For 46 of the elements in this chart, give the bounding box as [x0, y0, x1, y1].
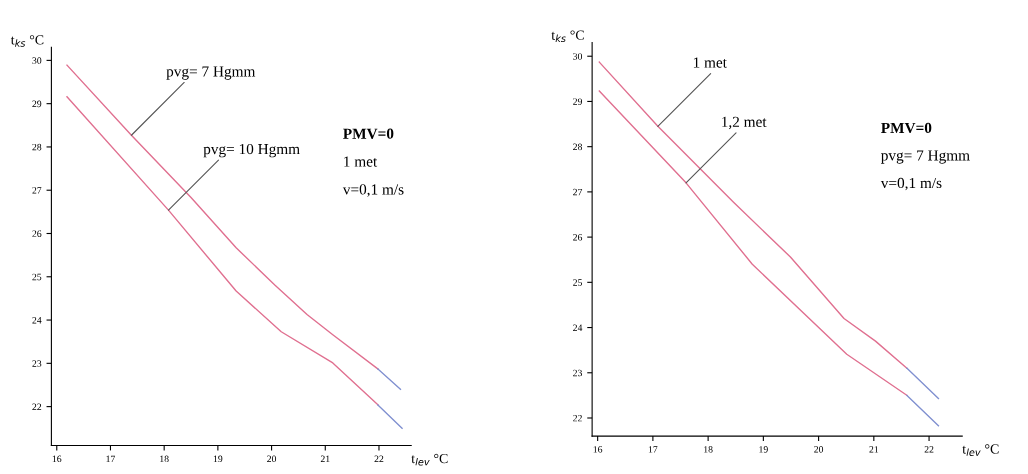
y-tick-label: 27 [573, 188, 583, 196]
y-tick-label: 30 [32, 57, 42, 64]
annotation: PMV=0 [343, 128, 394, 139]
x-tick-label: 20 [267, 455, 277, 463]
annotation: pvg= 7 Hgmm [166, 66, 256, 80]
x-tick-label: 21 [320, 455, 330, 463]
y-tick-label: 23 [573, 369, 583, 377]
annotation: 1 met [344, 156, 378, 167]
y-tick-label: 24 [573, 324, 583, 331]
annotation: 1 met [693, 57, 727, 68]
x-tick-label: 16 [593, 446, 603, 453]
y-tick-label: 29 [573, 98, 583, 105]
x-axis-title: t$_{lev}$ °C [962, 444, 999, 456]
y-tick-label: 23 [32, 360, 42, 367]
x-tick-label: 16 [52, 455, 62, 463]
y-tick-label: 22 [573, 414, 582, 422]
x-tick-label: 17 [106, 455, 116, 463]
y-tick-label: 27 [32, 187, 42, 194]
y-tick-label: 28 [573, 143, 583, 151]
x-tick-label: 19 [759, 446, 768, 453]
y-tick-label: 25 [573, 279, 583, 286]
annotation: pvg= 10 Hgmm [203, 143, 300, 158]
annotation: pvg= 7 Hgmm [881, 150, 970, 164]
y-tick-label: 28 [32, 143, 42, 151]
x-tick-label: 18 [704, 446, 713, 453]
y-tick-label: 25 [32, 273, 42, 281]
y-axis-title: t$_{ks}$ °C [10, 35, 44, 47]
x-tick-label: 19 [213, 455, 223, 463]
y-tick-label: 30 [573, 53, 583, 60]
annotation: PMV=0 [881, 122, 932, 134]
x-tick-label: 17 [648, 446, 658, 453]
y-tick-label: 22 [32, 403, 42, 410]
y-axis-title: t$_{ks}$ °C [551, 30, 584, 43]
x-tick-label: 22 [374, 455, 384, 463]
annotation: v=0,1 m/s [880, 177, 942, 191]
x-tick-label: 21 [869, 446, 879, 453]
annotation: 1,2 met [722, 116, 767, 130]
x-tick-label: 20 [814, 446, 824, 453]
y-tick-label: 26 [32, 230, 42, 237]
annotation: v=0,1 m/s [342, 184, 404, 197]
y-tick-label: 24 [32, 316, 42, 324]
y-tick-label: 29 [32, 100, 42, 108]
y-tick-label: 26 [573, 234, 583, 241]
x-tick-label: 18 [160, 455, 169, 463]
x-tick-label: 22 [924, 446, 934, 453]
x-axis-title: t$_{lev}$ °C [411, 453, 448, 466]
